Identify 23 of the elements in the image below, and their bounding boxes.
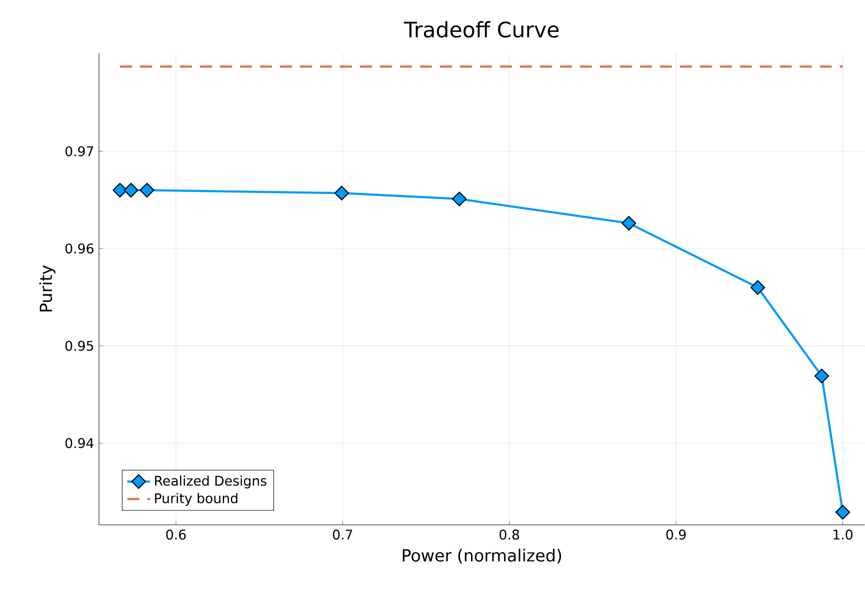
y-tick-label: 0.96	[65, 244, 94, 254]
y-tick-label: 0.95	[65, 340, 94, 351]
x-axis-title: Power (normalized)	[402, 548, 562, 564]
y-tick-label: 0.94	[65, 438, 94, 448]
point	[622, 216, 636, 231]
point	[750, 280, 766, 295]
x-tick-label: 0.9	[666, 530, 686, 540]
legend-label: Realized Designs	[155, 476, 266, 488]
point	[835, 504, 850, 520]
point	[112, 182, 128, 198]
x-tick-label: 0.6	[166, 530, 186, 540]
point	[124, 182, 138, 198]
point	[452, 192, 467, 206]
x-tick-label: 0.7	[332, 530, 352, 540]
x-tick-label: 0.8	[500, 530, 520, 540]
legend-label: Purity bound	[155, 493, 238, 506]
point	[334, 186, 349, 200]
x-tick-label: 1.0	[834, 530, 852, 540]
y-tick-label: 0.97	[65, 146, 94, 156]
y-axis-title: Purity	[39, 265, 56, 312]
point	[140, 182, 154, 198]
chart-title: Tradeoff Curve	[404, 21, 559, 38]
point	[814, 368, 830, 384]
